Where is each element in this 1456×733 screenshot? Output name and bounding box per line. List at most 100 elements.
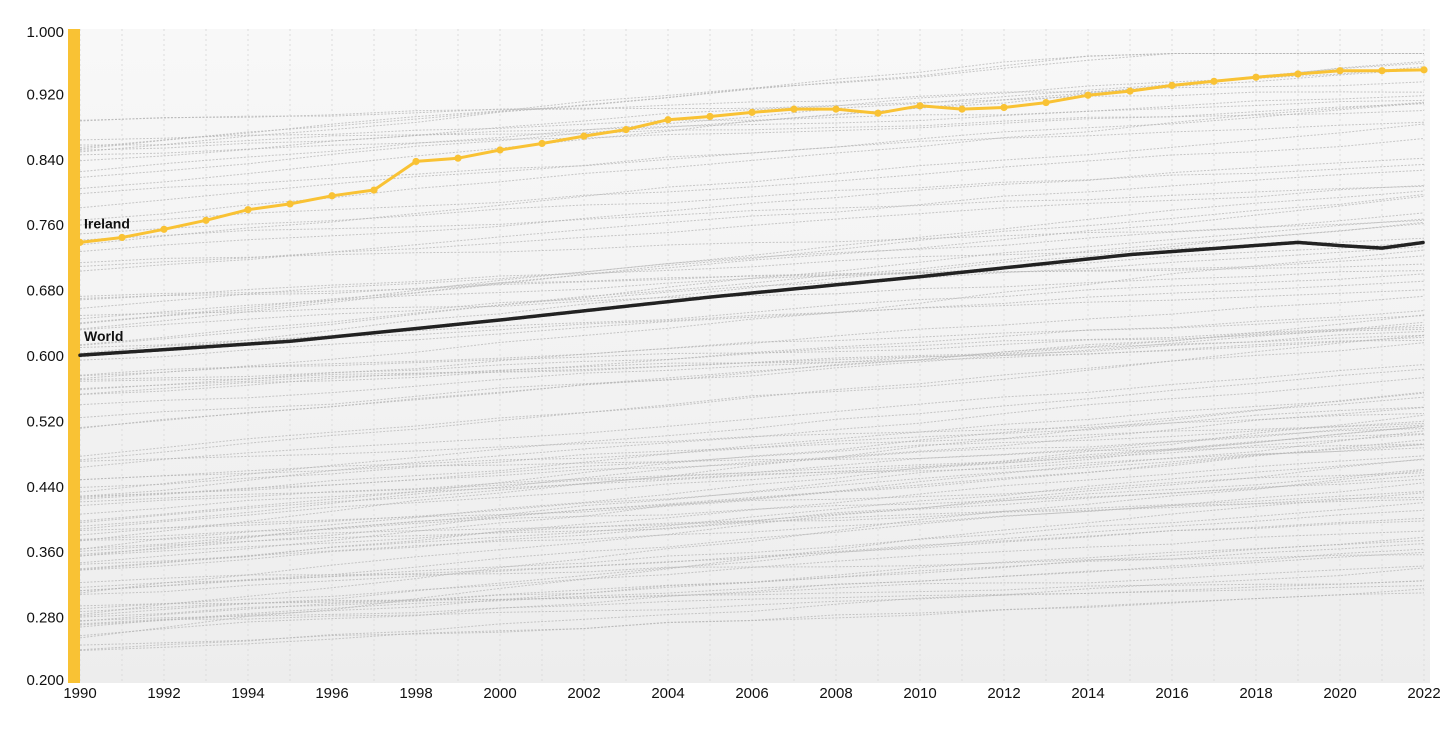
background-country-line <box>79 551 1425 628</box>
background-country-line <box>79 190 1425 325</box>
x-tick-label: 2002 <box>567 685 600 702</box>
background-country-line <box>79 496 1425 565</box>
background-country-line <box>79 548 1425 637</box>
x-tick-label: 2018 <box>1239 685 1272 702</box>
x-tick-label: 1998 <box>399 685 432 702</box>
data-point-ireland <box>1252 73 1260 81</box>
y-tick-label: 0.600 <box>26 348 64 365</box>
data-point-ireland <box>874 109 882 117</box>
background-country-line <box>79 439 1425 555</box>
data-point-ireland <box>412 157 420 166</box>
background-country-line <box>79 554 1425 584</box>
background-country-line <box>79 324 1425 428</box>
background-country-line <box>79 81 1425 122</box>
background-country-line <box>79 339 1425 382</box>
y-tick-label: 1.000 <box>26 24 64 41</box>
background-country-line <box>79 185 1425 267</box>
series-line-world <box>78 240 1426 357</box>
background-country-line <box>79 472 1425 531</box>
background-country-line <box>79 237 1425 299</box>
data-point-ireland <box>1168 81 1176 90</box>
data-point-ireland <box>958 105 966 113</box>
background-country-line <box>79 425 1425 557</box>
background-country-line <box>79 539 1425 622</box>
background-country-line <box>79 185 1425 241</box>
data-point-ireland <box>538 139 546 148</box>
x-tick-label: 2022 <box>1407 685 1440 702</box>
data-point-ireland <box>328 192 336 200</box>
data-point-ireland <box>160 225 168 233</box>
x-tick-label: 2006 <box>735 685 768 702</box>
background-country-line <box>79 103 1425 156</box>
background-country-line <box>79 509 1425 617</box>
data-point-ireland <box>76 238 84 246</box>
data-point-ireland <box>496 146 504 154</box>
x-tick-label: 1994 <box>231 685 264 702</box>
x-tick-label: 2012 <box>987 685 1020 702</box>
x-tick-label: 2008 <box>819 685 852 702</box>
data-point-ireland <box>370 186 378 194</box>
background-country-line <box>79 221 1425 358</box>
data-point-ireland <box>706 112 714 121</box>
background-country-line <box>79 193 1425 330</box>
background-country-line <box>79 459 1425 571</box>
background-country-line <box>79 422 1425 497</box>
background-country-line <box>79 490 1425 552</box>
data-point-ireland <box>790 105 798 113</box>
background-country-line <box>79 327 1425 381</box>
x-tick-label: 2016 <box>1155 685 1188 702</box>
background-country-line <box>79 580 1425 622</box>
background-country-line <box>79 406 1425 488</box>
background-country-line <box>79 315 1425 376</box>
data-point-ireland <box>580 132 588 140</box>
background-country-line <box>79 218 1425 346</box>
x-tick-label: 2014 <box>1071 685 1104 702</box>
background-country-line <box>79 121 1425 195</box>
y-tick-label: 0.520 <box>26 413 64 430</box>
y-axis-highlight-bar <box>68 29 80 683</box>
data-point-ireland <box>1084 91 1092 99</box>
background-country-line <box>79 430 1425 564</box>
data-point-ireland <box>1378 67 1386 75</box>
background-country-line <box>79 443 1425 481</box>
background-country-line <box>79 331 1425 406</box>
background-country-line <box>79 270 1425 316</box>
data-point-ireland <box>454 154 462 162</box>
data-point-ireland <box>916 102 924 110</box>
background-country-line <box>79 157 1425 252</box>
background-country-line <box>79 392 1425 500</box>
data-point-ireland <box>1294 70 1302 78</box>
y-tick-label: 0.840 <box>26 152 64 169</box>
background-country-line <box>79 414 1425 550</box>
background-country-line <box>79 246 1425 331</box>
data-point-ireland <box>1420 66 1428 74</box>
data-point-ireland <box>748 108 756 116</box>
x-tick-label: 2020 <box>1323 685 1356 702</box>
y-tick-label: 0.920 <box>26 86 64 103</box>
x-tick-label: 1992 <box>147 685 180 702</box>
data-point-ireland <box>118 233 126 242</box>
background-country-line <box>79 433 1425 515</box>
data-point-ireland <box>832 105 840 113</box>
background-country-line <box>79 428 1425 499</box>
data-point-ireland <box>1336 67 1344 75</box>
background-country-line <box>79 328 1425 377</box>
background-country-line <box>79 53 1424 153</box>
background-country-line <box>79 492 1425 639</box>
background-country-line <box>79 334 1425 457</box>
data-point-ireland <box>664 116 672 124</box>
background-country-line <box>79 123 1425 246</box>
data-point-ireland <box>1210 77 1218 85</box>
background-country-line <box>79 223 1425 346</box>
series-label-ireland: Ireland <box>84 215 130 231</box>
background-country-line <box>79 396 1425 522</box>
background-country-line <box>79 280 1425 361</box>
data-point-ireland <box>286 200 294 208</box>
background-country-line <box>79 95 1425 151</box>
background-country-line <box>79 470 1425 616</box>
background-country-line <box>79 391 1425 542</box>
background-country-line <box>79 249 1425 380</box>
background-country-line <box>79 364 1425 468</box>
y-tick-label: 0.280 <box>26 610 64 627</box>
